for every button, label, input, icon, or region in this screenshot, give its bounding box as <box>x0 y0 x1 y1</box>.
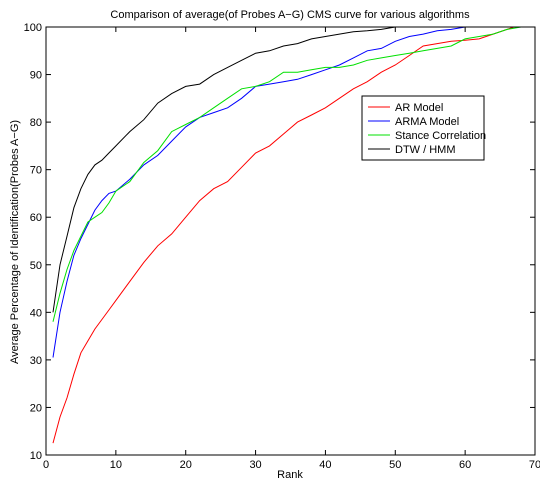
x-tick-label: 60 <box>459 459 471 471</box>
y-tick-label: 90 <box>30 70 42 82</box>
x-tick-label: 50 <box>389 459 401 471</box>
y-tick-label: 20 <box>30 402 42 414</box>
x-tick-label: 40 <box>319 459 331 471</box>
series-line-stance-correlation <box>52 26 522 322</box>
plot-frame <box>45 26 536 456</box>
y-tick-label: 10 <box>30 450 42 462</box>
y-tick-label: 50 <box>30 260 42 272</box>
y-tick-label: 40 <box>30 307 42 319</box>
plot-border <box>45 26 536 456</box>
series-line-arma-model <box>52 26 521 358</box>
series-lines <box>52 26 522 444</box>
x-tick-label: 30 <box>249 459 261 471</box>
y-tick-label: 80 <box>30 117 42 129</box>
y-axis-title: Average Percentage of Identification(Pro… <box>9 120 21 364</box>
legend-label: Stance Correlation <box>395 130 486 142</box>
series-line-ar-model <box>52 26 515 444</box>
legend-label: ARMA Model <box>395 116 459 128</box>
x-axis-title: Rank <box>277 469 303 481</box>
series-line-dtw-hmm <box>52 26 521 313</box>
chart-legend: AR Model ARMA Model Stance Correlation DTW … <box>361 95 486 161</box>
y-tick-label: 70 <box>30 165 42 177</box>
y-tick-label: 60 <box>30 212 42 224</box>
x-tick-label: 70 <box>529 459 540 471</box>
legend-label: DTW / HMM <box>395 144 455 156</box>
legend-label: AR Model <box>395 102 443 114</box>
x-tick-label: 0 <box>43 459 49 471</box>
x-tick-label: 10 <box>110 459 122 471</box>
chart-title: Comparison of average(of Probes A−G) CMS… <box>110 9 470 21</box>
x-tick-label: 20 <box>180 459 192 471</box>
y-tick-label: 100 <box>24 22 42 34</box>
y-tick-label: 30 <box>30 355 42 367</box>
